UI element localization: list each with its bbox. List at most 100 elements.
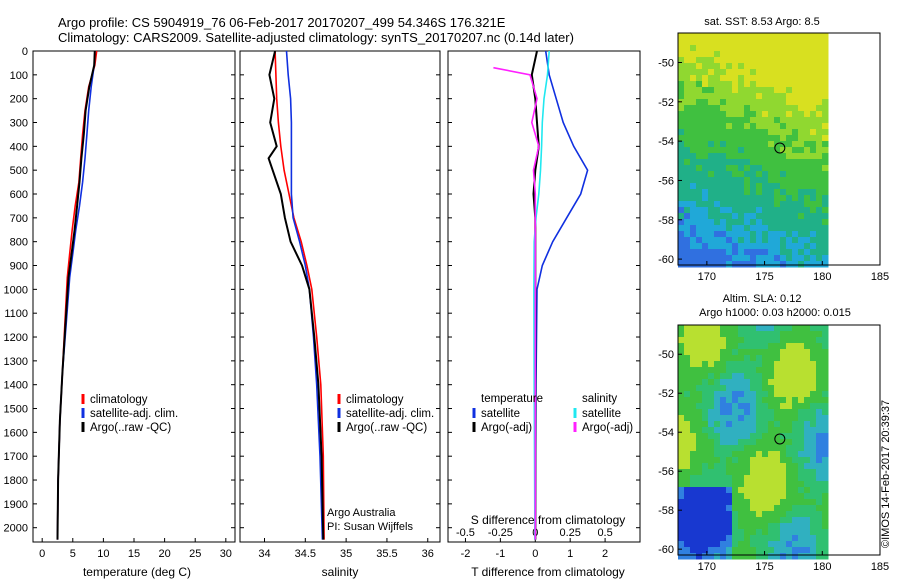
sst-map-cell	[702, 87, 709, 94]
sst-map-cell	[732, 147, 739, 154]
sla-map-cell	[720, 469, 727, 476]
depth-tick-label: 1800	[4, 475, 28, 487]
sst-map-cell	[690, 141, 697, 148]
sst-map-cell	[708, 141, 715, 148]
sla-map-cell	[678, 343, 685, 350]
sla-map-cell	[780, 415, 787, 422]
sst-map-cell	[684, 219, 691, 226]
sst-map-cell	[744, 117, 751, 124]
sla-map-cell	[780, 343, 787, 350]
sla-map-cell	[726, 457, 733, 464]
sst-map-cell	[762, 45, 769, 52]
sla-map-cell	[726, 541, 733, 548]
sla-map-cell	[720, 439, 727, 446]
sst-map-cell	[708, 111, 715, 118]
sla-map-cell	[804, 343, 811, 350]
sla-map-cell	[768, 337, 775, 344]
sst-map-cell	[684, 177, 691, 184]
sla-map-cell	[732, 331, 739, 338]
sst-map-cell	[708, 105, 715, 112]
sst-map-ytick-label: -50	[658, 57, 674, 69]
sst-map-cell	[738, 165, 745, 172]
sst-map-cell	[732, 189, 739, 196]
sla-map-cell	[762, 361, 769, 368]
sst-map-cell	[750, 39, 757, 46]
sst-map-cell	[798, 237, 805, 244]
depth-tick-label: 1200	[4, 332, 28, 344]
sla-map-cell	[774, 391, 781, 398]
sla-map-cell	[714, 541, 721, 548]
sst-map-cell	[708, 135, 715, 142]
sla-map-cell	[696, 445, 703, 452]
sla-map-cell	[690, 505, 697, 512]
sst-map-cell	[744, 153, 751, 160]
sla-map-cell	[738, 553, 745, 560]
sla-map-cell	[732, 523, 739, 530]
sst-map-cell	[696, 63, 703, 70]
sla-map-cell	[696, 409, 703, 416]
sla-map-cell	[684, 439, 691, 446]
sst-map-cell	[714, 105, 721, 112]
sla-map-cell	[726, 499, 733, 506]
sla-map-cell	[732, 469, 739, 476]
sst-map-cell	[696, 93, 703, 100]
sla-map-cell	[780, 457, 787, 464]
sla-map-cell	[762, 463, 769, 470]
sla-map-cell	[744, 397, 751, 404]
sla-map-cell	[816, 505, 823, 512]
sla-map-cell	[804, 337, 811, 344]
sla-map-cell	[714, 469, 721, 476]
sla-map-cell	[732, 355, 739, 362]
sst-map-cell	[732, 183, 739, 190]
sla-map-cell	[786, 367, 793, 374]
sst-map-cell	[732, 231, 739, 238]
difference-frame	[447, 50, 641, 543]
sla-map-cell	[696, 367, 703, 374]
sla-map-cell	[756, 385, 763, 392]
sst-map-cell	[744, 177, 751, 184]
depth-tick-label: 1700	[4, 451, 28, 463]
sst-map-cell	[768, 219, 775, 226]
sst-map-cell	[804, 207, 811, 214]
sla-map-cell	[822, 499, 829, 506]
sla-map-cell	[822, 337, 829, 344]
sst-map-cell	[750, 33, 757, 40]
sla-map-cell	[684, 325, 691, 332]
sst-map-cell	[780, 231, 787, 238]
sla-map-cell	[720, 337, 727, 344]
sla-map-cell	[792, 469, 799, 476]
sla-map-cell	[714, 517, 721, 524]
sst-map-cell	[732, 99, 739, 106]
sla-map-cell	[732, 505, 739, 512]
sst-map-cell	[810, 255, 817, 262]
sst-map-cell	[744, 165, 751, 172]
depth-tick-label: 0	[22, 46, 28, 58]
sst-map-cell	[696, 177, 703, 184]
sst-map-cell	[774, 237, 781, 244]
sla-map-cell	[726, 349, 733, 356]
sla-map-cell	[714, 403, 721, 410]
sst-map-cell	[768, 213, 775, 220]
sst-map-cell	[690, 51, 697, 58]
sla-map-cell	[762, 367, 769, 374]
sla-map-cell	[684, 523, 691, 530]
sla-map-cell	[708, 541, 715, 548]
difference-xtick-label: 2	[602, 548, 608, 560]
sla-map-cell	[786, 403, 793, 410]
sst-map-cell	[810, 207, 817, 214]
sla-map-cell	[762, 349, 769, 356]
sla-map-cell	[732, 541, 739, 548]
sla-map-cell	[738, 457, 745, 464]
sla-map-cell	[792, 541, 799, 548]
sst-map-cell	[816, 93, 823, 100]
sla-map-cell	[792, 355, 799, 362]
sla-map-cell	[708, 457, 715, 464]
sst-map-cell	[774, 165, 781, 172]
sst-map-cell	[780, 225, 787, 232]
sst-map-cell	[750, 51, 757, 58]
sla-map-cell	[792, 361, 799, 368]
sst-map-cell	[738, 147, 745, 154]
sst-map-cell	[720, 105, 727, 112]
sst-map-cell	[756, 99, 763, 106]
sla-map-cell	[816, 421, 823, 428]
